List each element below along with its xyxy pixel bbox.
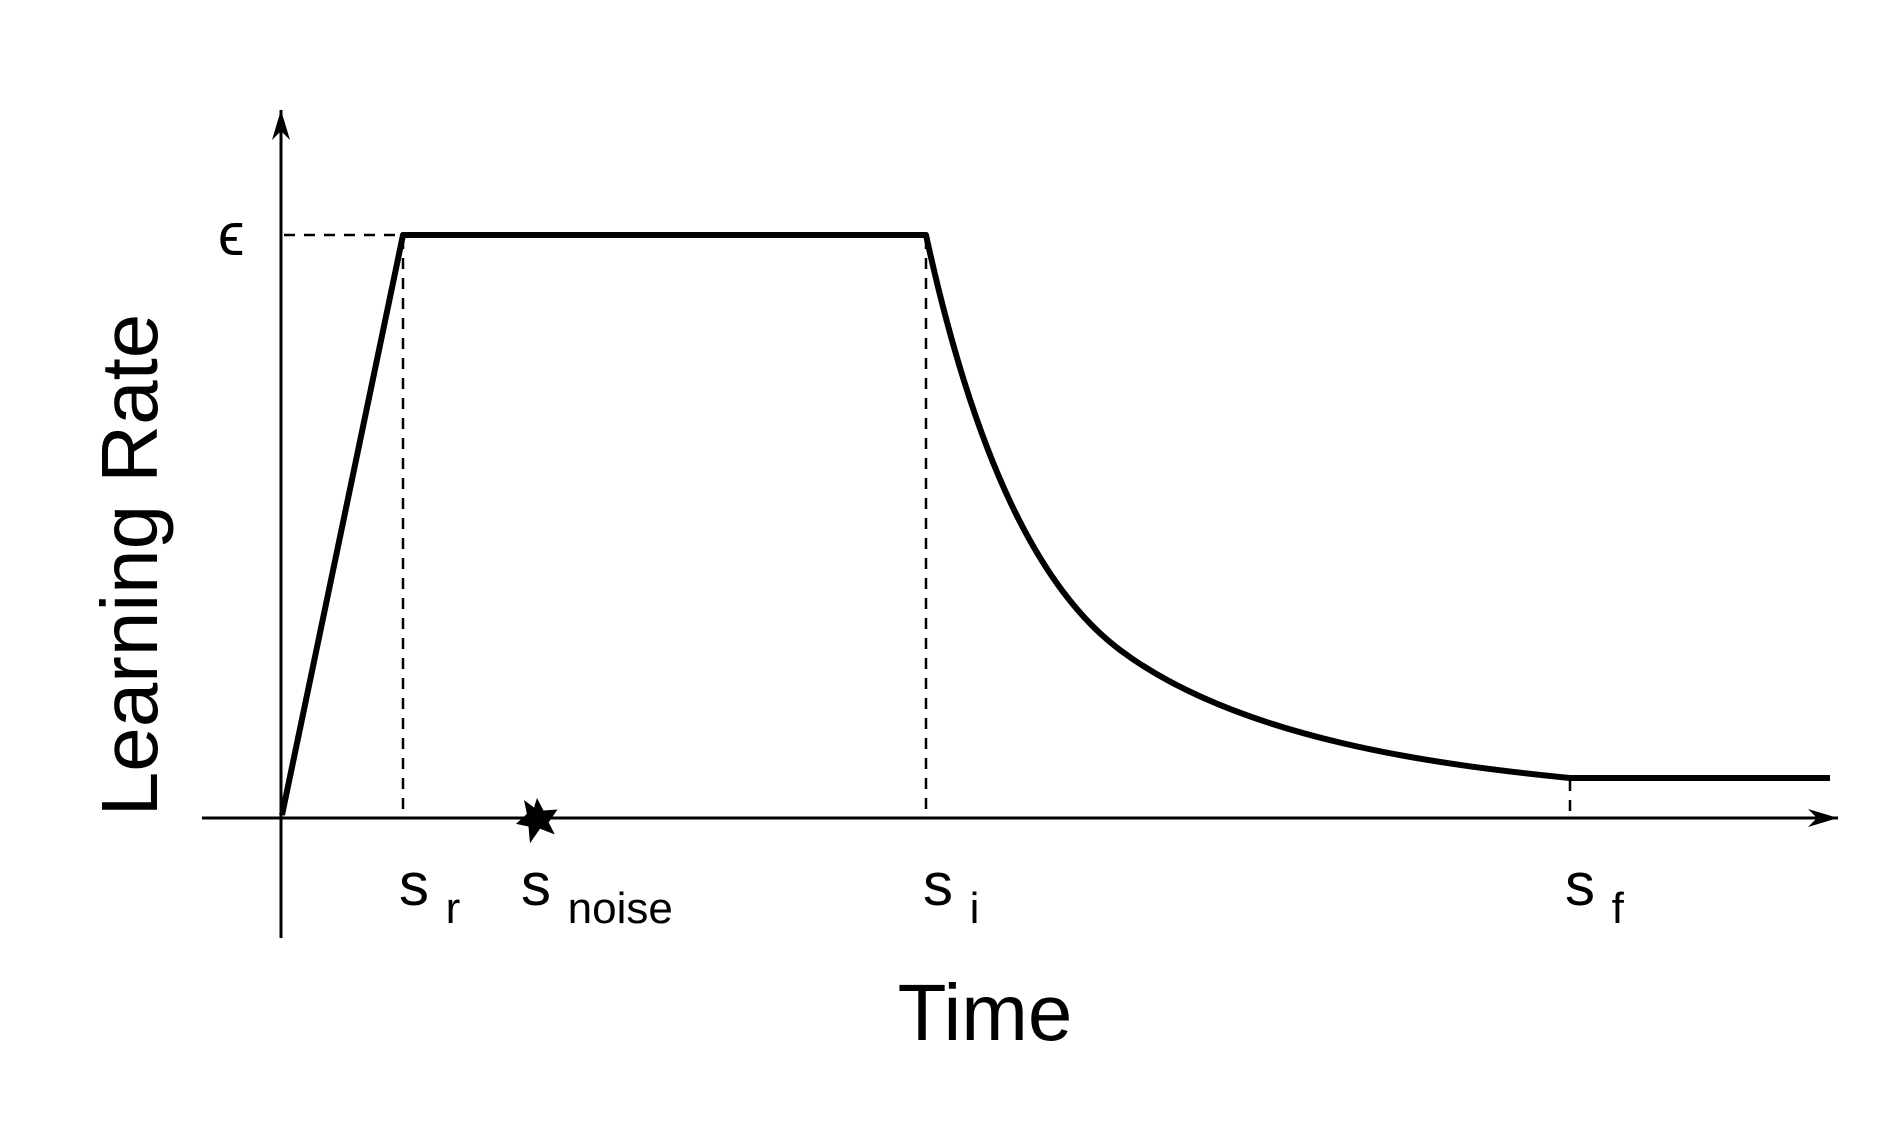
marker-sr-sub: r <box>446 884 461 933</box>
learning-rate-curve <box>279 232 1830 816</box>
marker-snoise-base: s <box>521 851 551 918</box>
marker-label-sr: s r <box>399 851 460 933</box>
marker-sr-base: s <box>399 851 429 918</box>
marker-label-sf: s f <box>1565 851 1625 933</box>
marker-si-base: s <box>923 851 953 918</box>
marker-si-sub: i <box>970 884 980 933</box>
marker-label-snoise: s noise <box>521 851 673 933</box>
star-icon <box>516 798 558 844</box>
x-axis-label: Time <box>898 968 1073 1057</box>
y-axis-label: Learning Rate <box>85 314 174 817</box>
marker-sf-sub: f <box>1612 884 1625 933</box>
marker-label-si: s i <box>923 851 979 933</box>
marker-snoise-sub: noise <box>568 884 673 933</box>
peak-label: ϵ <box>218 201 245 268</box>
marker-sf-base: s <box>1565 851 1595 918</box>
